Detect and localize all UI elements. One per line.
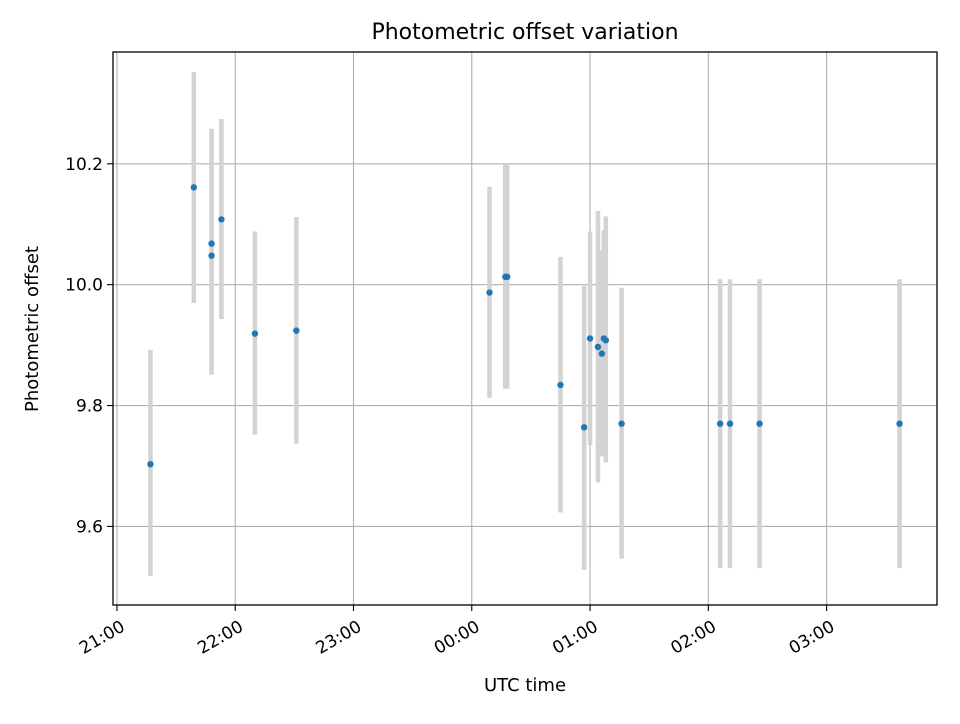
x-axis-ticks: 21:00 22:00 23:00 00:00 01:00 02:00 03:00: [76, 605, 838, 659]
chart-title: Photometric offset variation: [371, 20, 678, 45]
y-tick-label: 9.8: [76, 397, 103, 417]
data-points: [147, 184, 903, 468]
x-tick-label: 23:00: [313, 617, 365, 659]
data-point: [586, 335, 594, 342]
y-tick-label: 10.2: [65, 155, 103, 175]
y-axis-ticks: 9.6 9.8 10.0 10.2: [65, 155, 113, 537]
x-tick-label: 03:00: [786, 617, 838, 659]
data-point: [594, 343, 602, 351]
x-tick-label: 01:00: [549, 617, 601, 659]
error-bars: [148, 71, 902, 576]
x-axis-label: UTC time: [484, 675, 566, 696]
data-point: [486, 289, 493, 296]
data-point: [726, 420, 734, 427]
x-tick-label: 21:00: [76, 617, 128, 659]
x-tick-label: 22:00: [194, 617, 246, 659]
x-tick-label: 00:00: [431, 617, 483, 659]
x-tick-label: 02:00: [667, 617, 719, 659]
data-point: [208, 252, 215, 259]
data-point: [190, 184, 198, 191]
data-point: [716, 420, 724, 427]
data-point: [504, 273, 511, 281]
data-point: [208, 240, 215, 247]
data-point: [580, 424, 588, 431]
y-tick-label: 9.6: [76, 517, 103, 537]
data-point: [218, 216, 225, 223]
data-point: [602, 337, 610, 344]
data-point: [147, 460, 154, 468]
data-point: [251, 330, 259, 337]
data-point: [293, 327, 300, 334]
data-point: [618, 420, 625, 427]
data-point: [557, 381, 564, 389]
y-axis-label: Photometric offset: [22, 246, 43, 412]
plot-frame: [112, 51, 938, 606]
grid-lines: [113, 52, 937, 605]
data-point: [896, 420, 903, 427]
data-point: [598, 350, 606, 357]
y-tick-label: 10.0: [65, 276, 103, 296]
data-point: [756, 420, 763, 427]
